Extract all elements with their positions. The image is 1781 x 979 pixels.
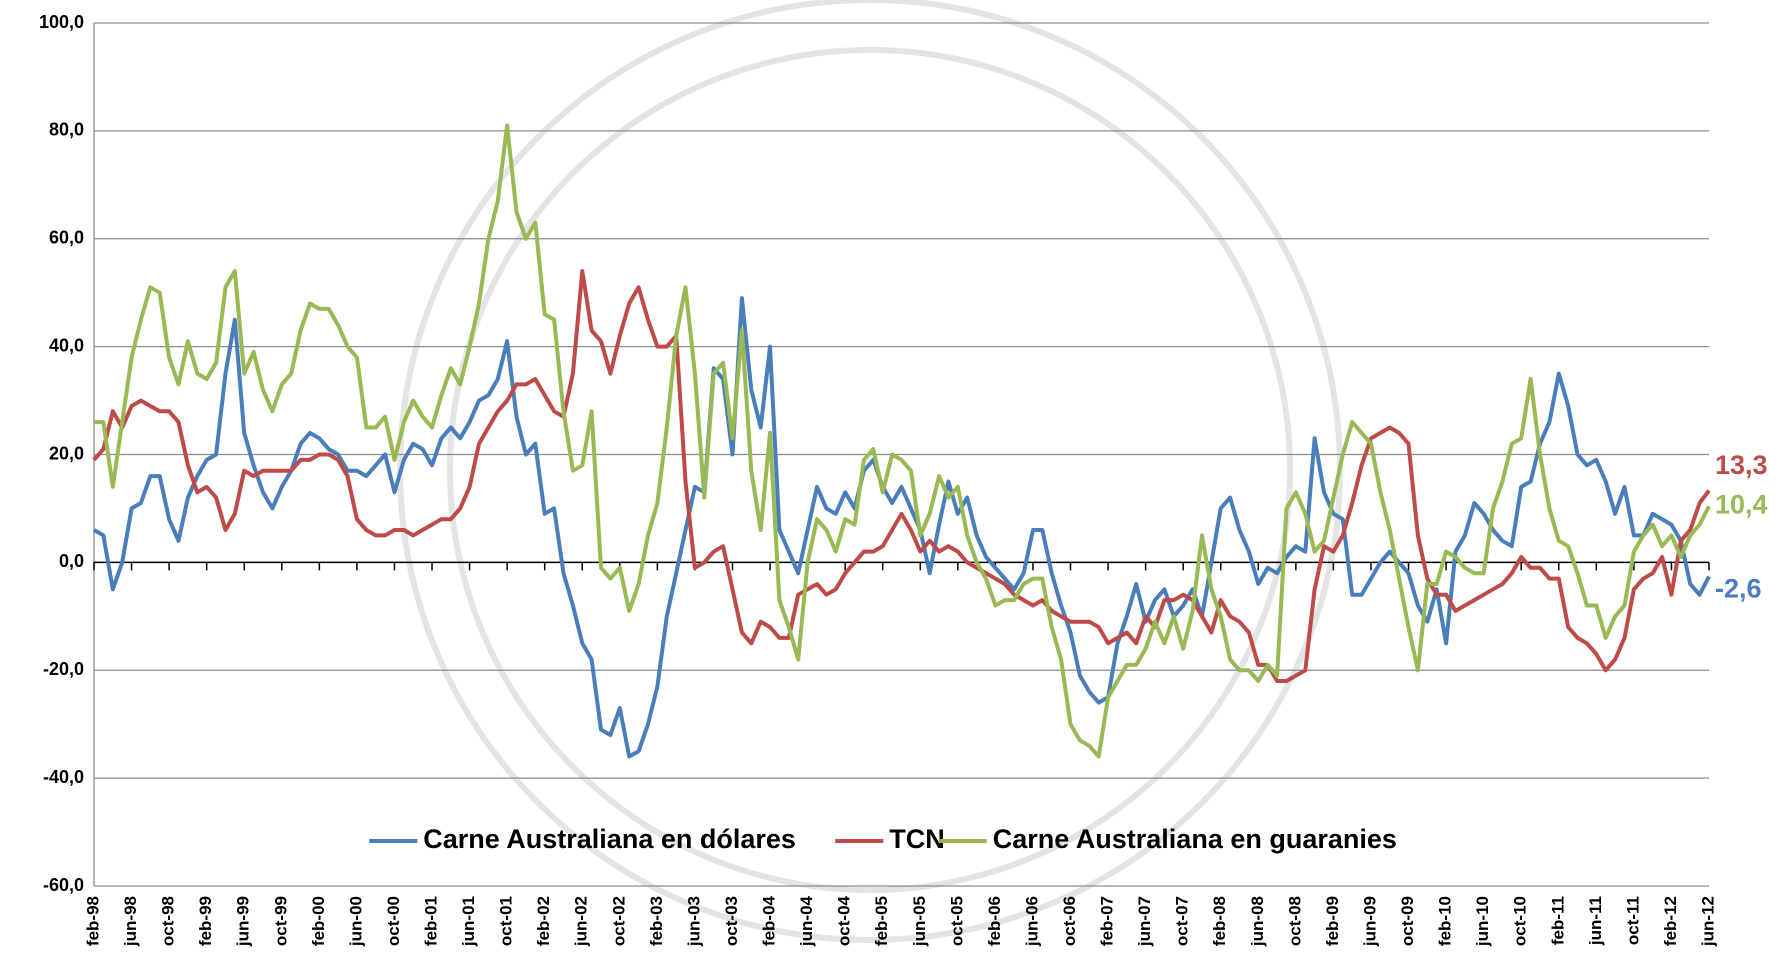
legend: Carne Australiana en dólares TCN Carne Aus… (369, 824, 1397, 854)
x-tick-label: oct-01 (497, 896, 516, 946)
x-tick-label: jun-98 (121, 896, 140, 947)
x-tick-label: feb-02 (534, 896, 553, 946)
x-tick-label: oct-99 (271, 896, 290, 946)
y-tick-label: 40,0 (49, 335, 84, 355)
legend-label: TCN (889, 824, 945, 854)
x-tick-label: feb-03 (647, 896, 666, 946)
y-tick-label: -20,0 (43, 659, 84, 679)
x-tick-label: feb-06 (985, 896, 1004, 946)
x-tick-label: oct-98 (159, 896, 178, 946)
x-tick-label: oct-05 (947, 896, 966, 946)
x-tick-label: jun-10 (1473, 896, 1492, 947)
x-tick-label: oct-10 (1511, 896, 1530, 946)
x-tick-label: oct-02 (609, 896, 628, 946)
y-tick-label: -40,0 (43, 767, 84, 787)
x-tick-label: feb-01 (422, 896, 441, 946)
y-tick-label: 80,0 (49, 120, 84, 140)
series-line (94, 123, 1711, 759)
x-tick-label: jun-03 (684, 896, 703, 947)
x-tick-label: oct-00 (384, 896, 403, 946)
y-tick-label: 20,0 (49, 443, 84, 463)
x-tick-label: oct-08 (1285, 896, 1304, 946)
watermark (397, 0, 1343, 943)
x-tick-label: jun-12 (1698, 896, 1717, 947)
series-line (92, 269, 1711, 683)
x-tick-label: jun-08 (1248, 896, 1267, 947)
end-label: 10,4 (1715, 489, 1768, 519)
x-tick-label: jun-99 (234, 896, 253, 947)
series-line (93, 296, 1711, 759)
x-tick-label: feb-04 (760, 895, 779, 946)
y-tick-label: 100,0 (39, 12, 84, 32)
x-tick-label: jun-07 (1135, 896, 1154, 947)
y-tick-label: 60,0 (49, 228, 84, 248)
y-tick-label: -60,0 (43, 875, 84, 895)
x-tick-label: oct-11 (1623, 896, 1642, 945)
x-tick-label: jun-05 (910, 896, 929, 947)
x-tick-label: jun-04 (797, 895, 816, 947)
x-tick-label: feb-07 (1098, 896, 1117, 946)
end-label: 13,3 (1715, 450, 1768, 480)
x-tick-label: feb-98 (83, 896, 102, 946)
x-tick-label: feb-05 (872, 896, 891, 946)
x-tick-label: feb-11 (1548, 896, 1567, 945)
legend-label: Carne Australiana en guaranies (993, 824, 1397, 854)
x-tick-label: feb-00 (309, 896, 328, 946)
x-tick-label: oct-06 (1060, 896, 1079, 946)
y-tick-label: 0,0 (59, 551, 84, 571)
end-label: -2,6 (1715, 574, 1762, 604)
x-tick-label: feb-12 (1661, 896, 1680, 946)
x-tick-label: feb-09 (1323, 896, 1342, 946)
x-tick-label: oct-03 (722, 896, 741, 946)
x-tick-label: feb-99 (196, 896, 215, 946)
legend-label: Carne Australiana en dólares (423, 824, 796, 854)
x-tick-label: oct-09 (1398, 896, 1417, 946)
x-tick-label: oct-04 (835, 895, 854, 946)
x-tick-label: feb-08 (1210, 896, 1229, 946)
x-tick-label: jun-11 (1586, 896, 1605, 946)
x-tick-label: jun-09 (1360, 896, 1379, 947)
x-tick-label: oct-07 (1173, 896, 1192, 946)
x-tick-label: jun-06 (1022, 896, 1041, 947)
x-tick-label: jun-00 (346, 896, 365, 947)
x-tick-label: feb-10 (1436, 896, 1455, 946)
x-tick-label: jun-01 (459, 896, 478, 947)
x-tick-label: jun-02 (572, 896, 591, 947)
